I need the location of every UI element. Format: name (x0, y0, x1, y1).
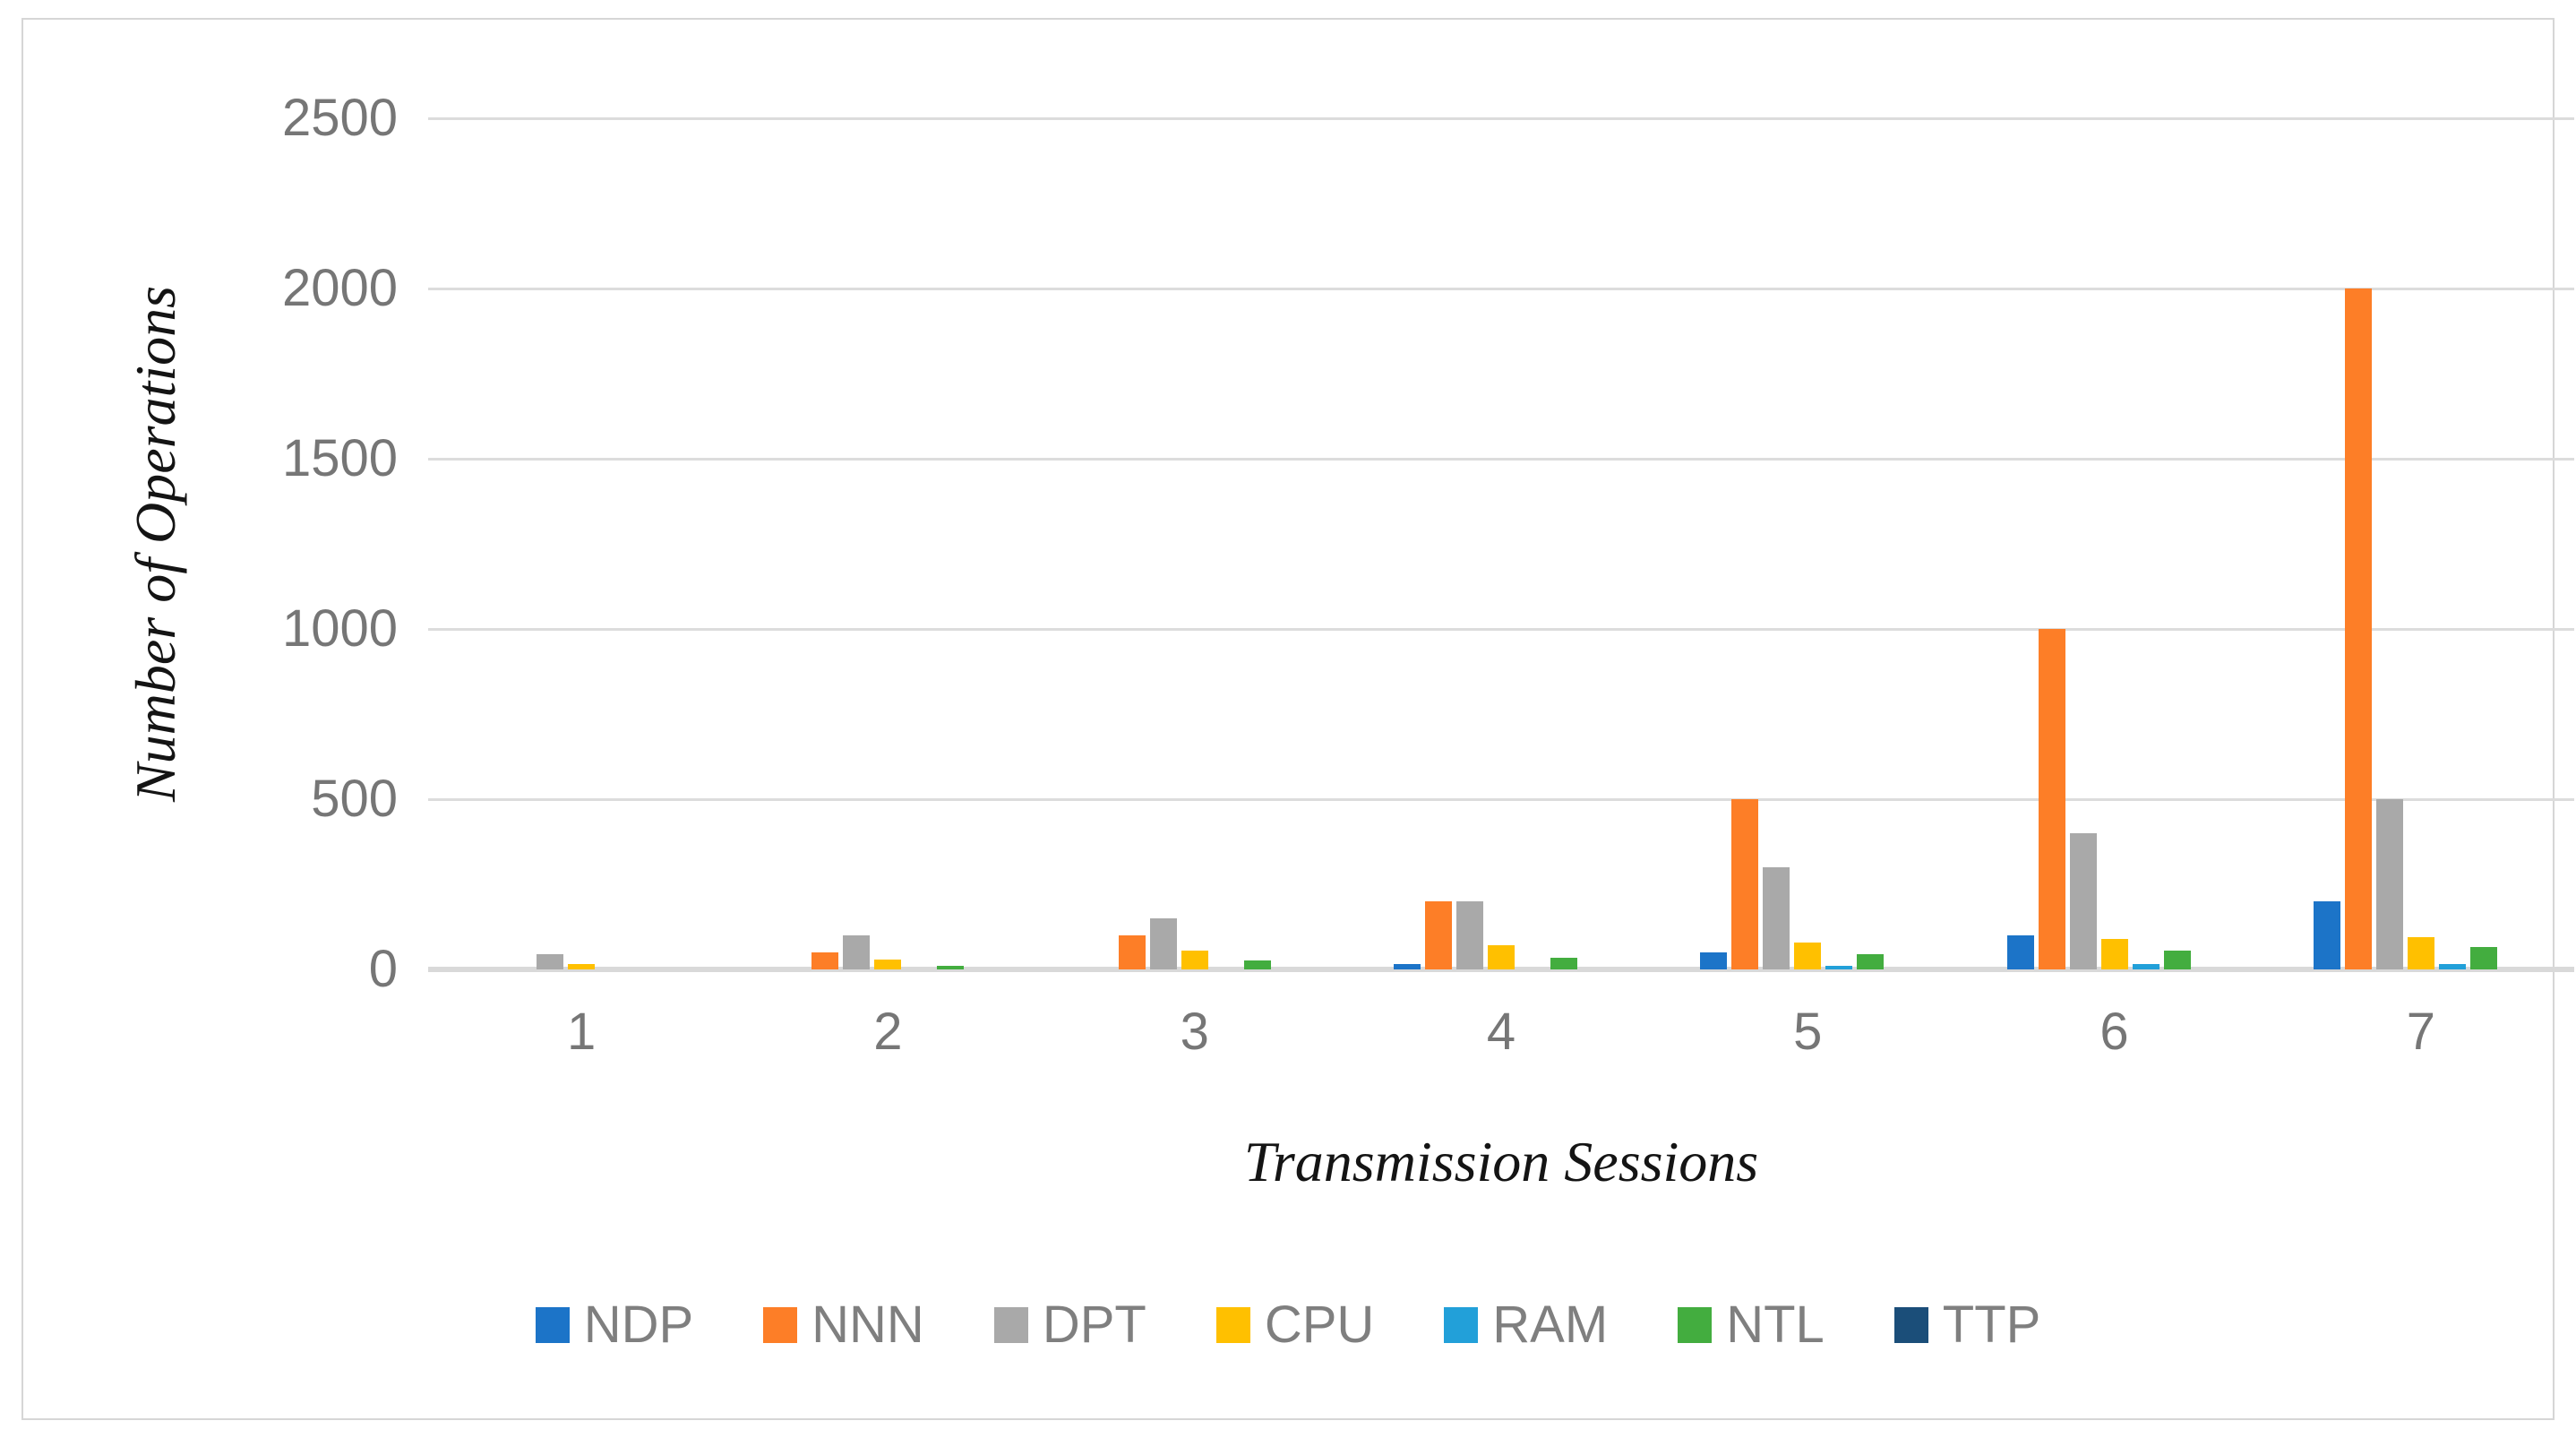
legend-label: NDP (583, 1296, 694, 1354)
legend-item-ttp: TTP (1893, 1296, 2041, 1354)
bar-group-session-4 (1348, 118, 1654, 969)
bar-ram-session-5 (1825, 966, 1853, 969)
bar-ntl-session-7 (2469, 947, 2497, 969)
legend-swatch-ntl (1678, 1307, 1713, 1343)
legend-item-dpt: DPT (993, 1296, 1146, 1354)
bar-group-session-7 (2268, 118, 2574, 969)
gridline-2500 (428, 116, 2574, 120)
legend-swatch-cpu (1215, 1307, 1250, 1343)
legend-item-ntl: NTL (1678, 1299, 1825, 1351)
legend-label: RAM (1492, 1296, 1609, 1354)
legend-label: NNN (811, 1296, 924, 1354)
bar-nnn-session-7 (2344, 288, 2372, 969)
plot-area (428, 116, 2574, 972)
bar-cpu-session-6 (2100, 939, 2128, 969)
bar-cpu-session-7 (2407, 937, 2434, 969)
x-axis-tick-label: 4 (1486, 1003, 1516, 1061)
bar-dpt-session-1 (537, 954, 564, 969)
bar-group-session-3 (1042, 118, 1348, 969)
chart-border: Number of Operations 0 500 1000 1500 2000 250… (21, 18, 2574, 1420)
legend-label: NTL (1726, 1296, 1825, 1354)
bar-ntl-session-4 (1550, 958, 1577, 969)
y-axis-tick-label: 0 (368, 940, 398, 998)
bar-ndp-session-5 (1700, 952, 1728, 969)
bar-ndp-session-4 (1393, 964, 1421, 969)
x-axis-tick-label: 6 (2099, 1003, 2129, 1061)
x-axis-line (428, 967, 2574, 972)
legend-label: DPT (1042, 1296, 1146, 1354)
bar-ntl-session-6 (2163, 951, 2191, 969)
legend-swatch-nnn (763, 1307, 798, 1343)
bar-ndp-session-7 (2313, 901, 2340, 969)
bar-dpt-session-4 (1455, 901, 1483, 969)
bar-nnn-session-5 (1731, 799, 1759, 969)
bar-ntl-session-2 (937, 966, 965, 969)
legend-swatch-ndp (535, 1307, 570, 1343)
legend-item-cpu: CPU (1215, 1296, 1375, 1354)
bar-cpu-session-5 (1794, 943, 1822, 969)
legend-item-ndp: NDP (535, 1296, 694, 1354)
legend-swatch-ttp (1893, 1307, 1928, 1343)
gridline-1000 (428, 627, 2574, 631)
bar-dpt-session-6 (2069, 833, 2097, 969)
bar-dpt-session-5 (1763, 867, 1790, 969)
bar-nnn-session-2 (811, 952, 839, 969)
x-axis-title: Transmission Sessions (1243, 1130, 1759, 1193)
legend-item-nnn: NNN (763, 1299, 924, 1351)
bar-groups (428, 118, 2574, 969)
x-axis-tick-label: 5 (1793, 1003, 1823, 1061)
x-axis-tick-label: 3 (1180, 1003, 1209, 1061)
y-axis-title: Number of Operations (124, 286, 187, 802)
bar-nnn-session-4 (1424, 901, 1452, 969)
legend-item-ram: RAM (1444, 1299, 1608, 1351)
y-axis-tick-label: 500 (311, 770, 398, 828)
bar-ram-session-6 (2132, 964, 2160, 969)
y-axis-tick-label: 2500 (281, 89, 398, 147)
y-axis-tick-label: 2000 (281, 259, 398, 317)
bar-ntl-session-5 (1857, 954, 1885, 969)
gridline-1500 (428, 457, 2574, 461)
legend-swatch-dpt (993, 1307, 1028, 1343)
gridline-500 (428, 797, 2574, 801)
legend-label: CPU (1264, 1296, 1375, 1354)
bar-ntl-session-3 (1243, 960, 1271, 969)
bar-group-session-2 (734, 118, 1041, 969)
y-axis-tick-label: 1500 (281, 429, 398, 487)
bar-group-session-1 (428, 118, 734, 969)
bar-group-session-6 (1961, 118, 2267, 969)
legend: NDP NNN DPT CPU RAM NTL TTP (23, 1299, 2553, 1351)
bar-dpt-session-2 (843, 935, 871, 969)
bar-dpt-session-7 (2375, 799, 2403, 969)
gridline-2000 (428, 287, 2574, 290)
y-axis-tick-label: 1000 (281, 599, 398, 658)
bar-cpu-session-3 (1181, 951, 1208, 969)
bar-cpu-session-2 (874, 960, 902, 969)
bar-group-session-5 (1654, 118, 1961, 969)
bar-cpu-session-4 (1487, 945, 1515, 969)
x-axis-tick-label: 1 (567, 1003, 597, 1061)
legend-label: TTP (1942, 1296, 2041, 1354)
bar-ram-session-7 (2438, 964, 2466, 969)
bar-cpu-session-1 (568, 964, 596, 969)
legend-swatch-ram (1444, 1307, 1479, 1343)
bar-nnn-session-3 (1118, 935, 1146, 969)
x-axis-tick-label: 2 (873, 1003, 903, 1061)
bar-nnn-session-6 (2038, 629, 2065, 969)
bar-dpt-session-3 (1149, 918, 1177, 969)
bar-ndp-session-6 (2006, 935, 2034, 969)
x-axis-tick-label: 7 (2406, 1003, 2435, 1061)
